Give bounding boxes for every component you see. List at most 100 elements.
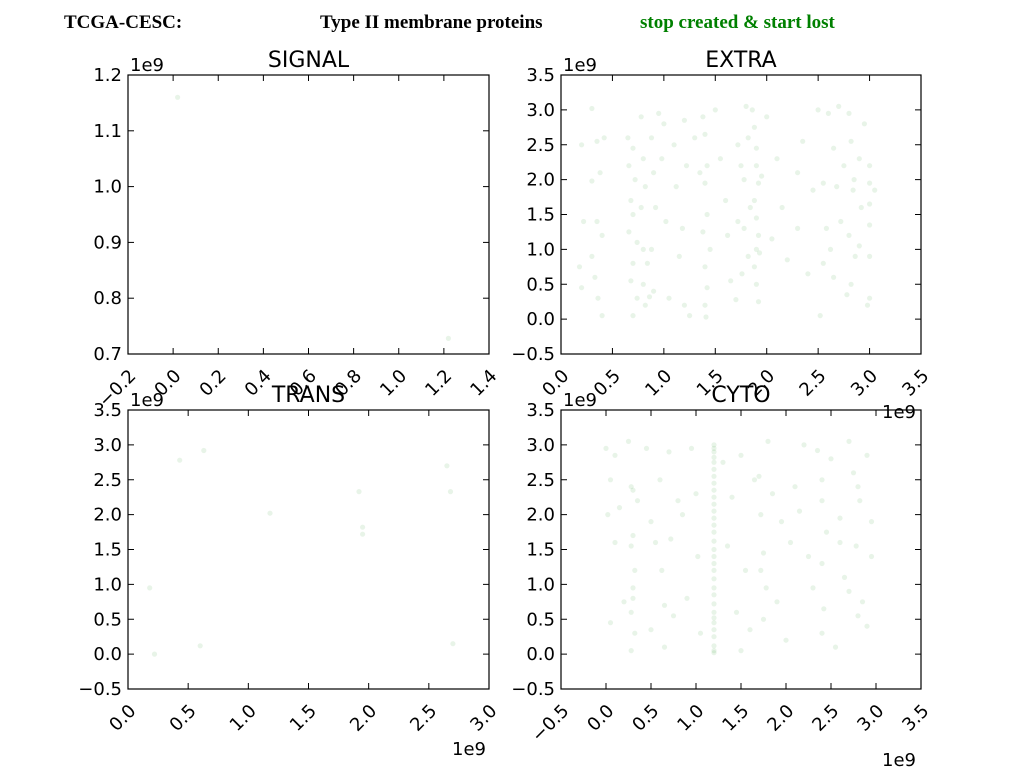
- data-point: [679, 511, 686, 518]
- data-point: [151, 651, 158, 657]
- data-point: [684, 595, 690, 601]
- data-point: [810, 187, 816, 193]
- data-point: [711, 522, 717, 528]
- data-point: [800, 138, 806, 144]
- data-point: [673, 184, 679, 190]
- x-tick-label: 1.5: [286, 701, 321, 736]
- axes-frame: [127, 409, 490, 690]
- data-point: [711, 546, 717, 553]
- data-point: [702, 302, 708, 308]
- data-point: [607, 620, 614, 626]
- data-point: [867, 222, 873, 228]
- x-tick-label: 0.0: [583, 701, 618, 736]
- data-point: [597, 170, 603, 176]
- data-point: [576, 264, 583, 270]
- data-point: [687, 313, 693, 319]
- data-point: [652, 539, 659, 546]
- x-tick-label: 2.0: [763, 701, 798, 736]
- y-tick-label: 2.5: [526, 470, 555, 491]
- x-tick-label: 1.4: [466, 366, 501, 401]
- data-point: [868, 519, 875, 525]
- y-tick-label: 1.1: [93, 121, 122, 142]
- data-point: [704, 211, 710, 218]
- data-point: [671, 142, 677, 148]
- data-point: [745, 135, 751, 141]
- data-point: [704, 163, 710, 169]
- data-point: [753, 246, 760, 252]
- y-tick-label: 1.5: [93, 540, 122, 561]
- data-point: [360, 524, 366, 530]
- data-point: [447, 489, 454, 495]
- data-point: [711, 459, 717, 465]
- data-point: [831, 145, 837, 151]
- data-point: [868, 553, 875, 560]
- y-tick-label: 2.0: [526, 505, 555, 526]
- data-point: [711, 515, 717, 521]
- data-point: [855, 613, 861, 619]
- data-point: [681, 302, 688, 308]
- data-point: [711, 445, 717, 451]
- data-point: [711, 494, 717, 500]
- data-point: [711, 615, 717, 621]
- data-point: [765, 438, 771, 444]
- data-point: [360, 531, 366, 537]
- data-point: [638, 204, 644, 211]
- data-point: [834, 184, 840, 190]
- data-point: [711, 473, 717, 479]
- data-point: [821, 606, 827, 612]
- data-point: [702, 180, 708, 186]
- data-point: [616, 505, 623, 511]
- data-point: [592, 274, 598, 280]
- data-point: [864, 623, 870, 629]
- data-point: [756, 250, 763, 256]
- data-point: [640, 281, 646, 287]
- data-point: [741, 225, 747, 231]
- x-tick-label: 1.2: [421, 366, 456, 401]
- data-point: [625, 135, 631, 141]
- data-point: [676, 253, 682, 259]
- data-point: [723, 197, 729, 204]
- data-point: [711, 592, 717, 598]
- data-point: [630, 595, 636, 601]
- data-point: [825, 110, 832, 116]
- data-point: [783, 637, 789, 643]
- data-point: [648, 135, 655, 141]
- data-point: [628, 543, 634, 549]
- data-point: [612, 452, 618, 458]
- data-point: [848, 281, 854, 287]
- data-point: [819, 630, 825, 636]
- data-point: [738, 452, 744, 458]
- data-point: [741, 177, 747, 183]
- data-point: [640, 156, 646, 162]
- data-point: [704, 285, 710, 291]
- data-point: [769, 236, 775, 242]
- data-point: [643, 445, 650, 451]
- data-point: [644, 260, 651, 266]
- x-offset-label: 1e9: [882, 750, 916, 767]
- data-point: [760, 616, 767, 622]
- data-point: [711, 529, 717, 535]
- data-point: [747, 204, 753, 211]
- data-point: [630, 211, 636, 218]
- y-tick-label: 2.5: [526, 135, 555, 156]
- data-point: [856, 156, 862, 162]
- data-point: [846, 588, 852, 595]
- y-tick-label: 2.0: [526, 170, 555, 191]
- data-point: [634, 295, 640, 301]
- y-offset-label: 1e9: [563, 390, 597, 411]
- data-point: [628, 648, 634, 654]
- data-point: [630, 313, 636, 319]
- data-point: [638, 114, 644, 120]
- data-point: [659, 567, 665, 574]
- x-offset-label: 1e9: [882, 402, 916, 423]
- data-point: [733, 297, 739, 303]
- data-point: [832, 644, 839, 650]
- data-point: [661, 644, 668, 650]
- data-point: [774, 599, 780, 605]
- data-point: [837, 539, 843, 546]
- data-point: [711, 480, 717, 486]
- subplot-title: TRANS: [271, 383, 345, 408]
- y-tick-label: −0.5: [78, 679, 122, 700]
- data-point: [831, 274, 837, 280]
- data-point: [720, 459, 726, 465]
